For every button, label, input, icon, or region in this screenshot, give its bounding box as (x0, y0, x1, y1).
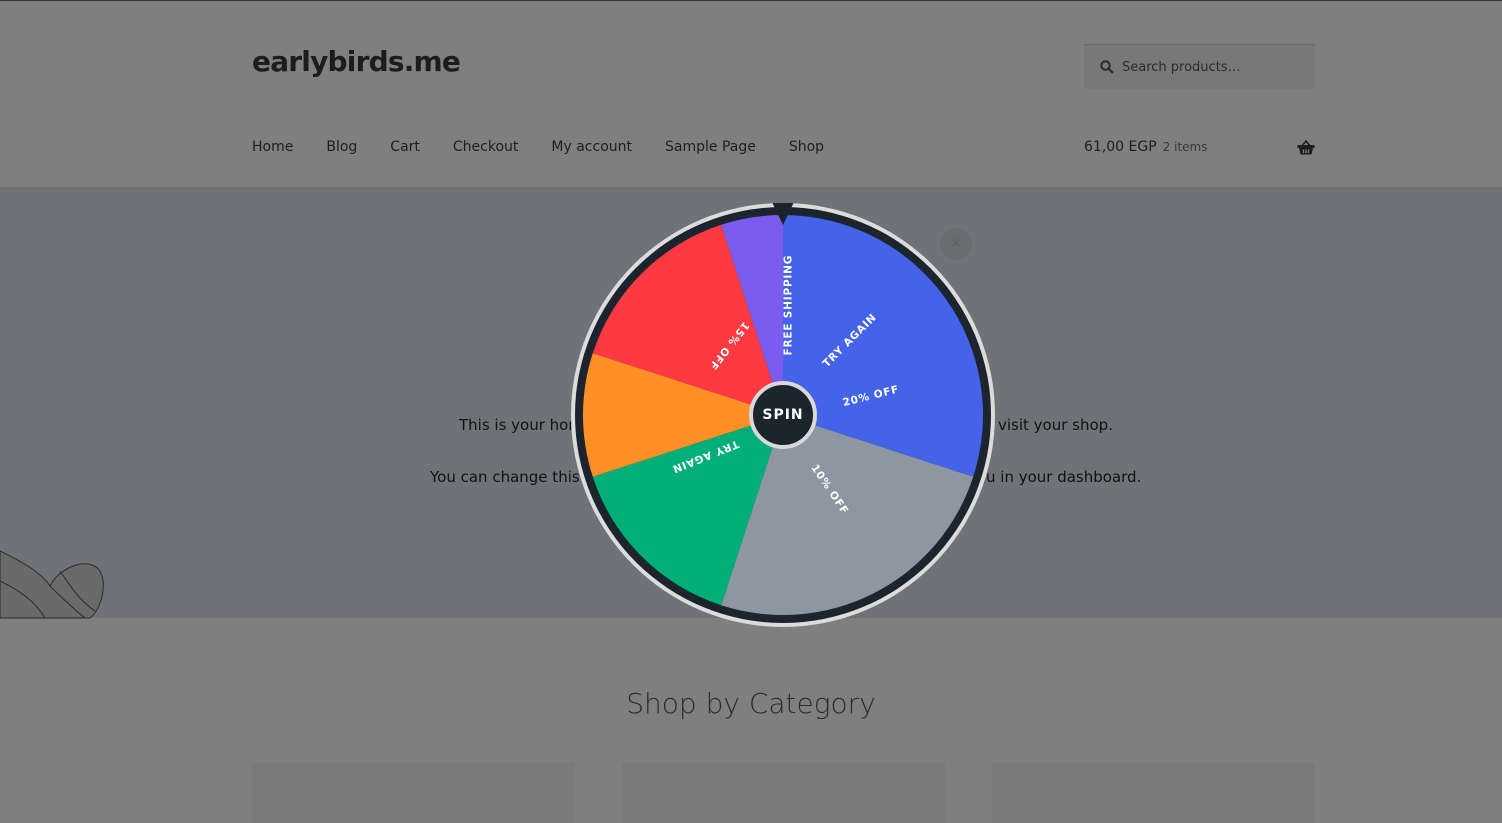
wheel-pointer-icon (772, 203, 794, 225)
hero-text-line2-left: You can change this t (430, 468, 591, 486)
nav-checkout[interactable]: Checkout (452, 139, 519, 155)
main-nav: Home Blog Cart Checkout My account Sampl… (252, 139, 857, 155)
hero-text-line1-left: This is your hon (459, 416, 578, 434)
wheel-segment (592, 415, 783, 606)
nav-sample-page[interactable]: Sample Page (665, 139, 756, 155)
nav-my-account[interactable]: My account (551, 139, 632, 155)
close-icon: ✕ (950, 236, 962, 252)
section-title: Shop by Category (626, 687, 876, 720)
category-tile[interactable] (622, 763, 945, 823)
search-input[interactable] (1120, 58, 1304, 76)
nav-cart[interactable]: Cart (390, 139, 420, 155)
category-tile[interactable] (252, 763, 575, 823)
close-button[interactable]: ✕ (940, 228, 972, 260)
wheel-segment (783, 215, 983, 477)
wheel-segment (583, 353, 783, 477)
wheel-segment (721, 415, 974, 615)
nav-blog[interactable]: Blog (326, 139, 358, 155)
cart-total: 61,00 EGP (1084, 139, 1157, 155)
site-title[interactable]: earlybirds.me (252, 45, 461, 78)
hero-text-line1-right: visit your shop. (998, 416, 1113, 434)
category-tile[interactable] (992, 763, 1315, 823)
search-box[interactable] (1084, 44, 1315, 89)
wheel-segment (721, 215, 783, 415)
cart-count: 2 items (1162, 140, 1208, 154)
spin-button[interactable]: SPIN (749, 381, 817, 449)
leaf-illustration (0, 550, 104, 619)
header-cart[interactable]: 61,00 EGP 2 items (1084, 139, 1315, 155)
nav-home[interactable]: Home (252, 139, 294, 155)
nav-shop[interactable]: Shop (788, 139, 825, 155)
hero-text-line2-right: u in your dashboard. (986, 468, 1142, 486)
wheel-segment (592, 224, 783, 415)
search-icon (1100, 60, 1114, 74)
wheel-segment-label: FREE SHIPPING (783, 255, 795, 356)
basket-icon (1297, 140, 1315, 155)
